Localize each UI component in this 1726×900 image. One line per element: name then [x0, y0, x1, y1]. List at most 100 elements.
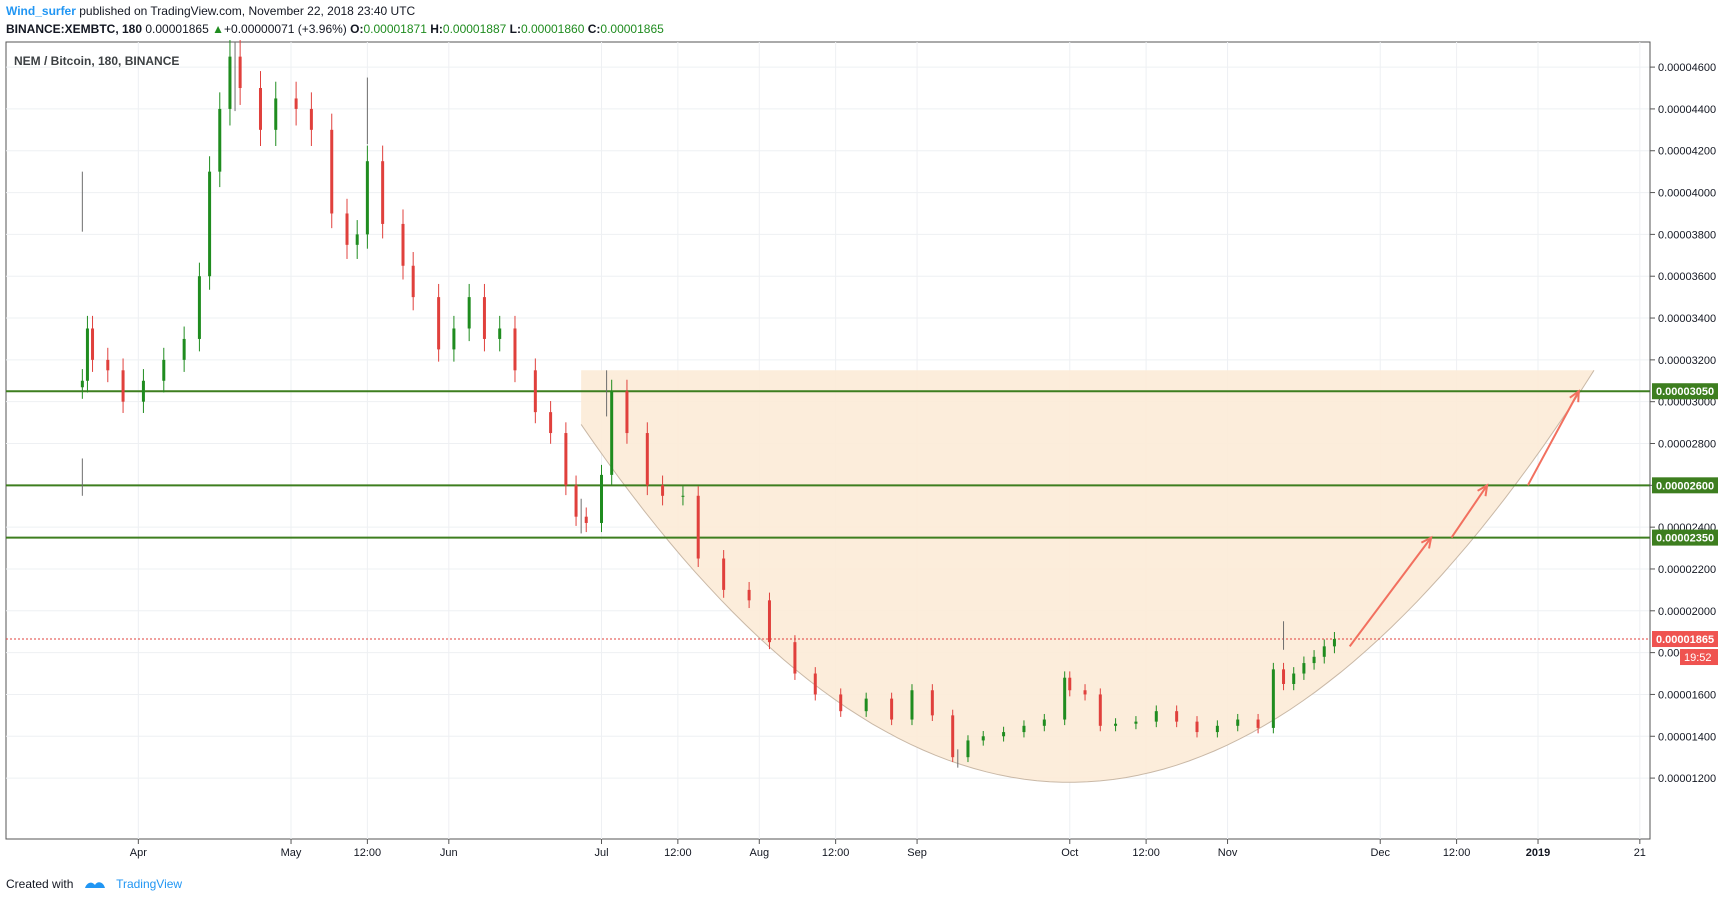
level-price-tag-label: 0.00002600 — [1656, 480, 1714, 492]
candle-body — [309, 108, 313, 130]
candle-body — [80, 380, 84, 388]
change-text: +0.00000071 (+3.96%) — [224, 22, 347, 36]
cup-fill — [581, 370, 1594, 783]
price-tick-label: 0.00004200 — [1658, 146, 1716, 158]
candle-body — [681, 495, 685, 497]
price-tick-label: 0.00004600 — [1658, 62, 1716, 74]
chart-title: NEM / Bitcoin, 180, BINANCE — [14, 54, 179, 68]
candle-body — [574, 485, 578, 517]
candle-body — [839, 694, 843, 712]
candle-body — [1322, 646, 1326, 657]
candle-body — [1271, 669, 1275, 728]
price-tick-label: 0.00003600 — [1658, 271, 1716, 283]
candle-body — [1292, 673, 1296, 684]
author-link[interactable]: Wind_surfer — [6, 4, 76, 18]
candle-body — [1195, 721, 1199, 733]
candle-body — [1256, 719, 1260, 728]
candle-body — [981, 736, 985, 741]
price-chart[interactable]: NEM / Bitcoin, 180, BINANCE 0.00001200 0.… — [0, 40, 1726, 870]
candle-body — [1042, 719, 1046, 726]
candle-body — [1022, 725, 1026, 733]
price-axis[interactable]: 0.000012000.000014000.000016000.00001800… — [1649, 42, 1716, 839]
time-tick-label: Aug — [749, 847, 769, 859]
candle-body — [1302, 663, 1306, 674]
cup-outline — [580, 370, 1595, 783]
tradingview-logo-icon — [84, 882, 105, 888]
close-value: 0.00001865 — [600, 22, 664, 36]
projection-arrow — [1526, 390, 1580, 486]
candle-body — [1098, 694, 1102, 726]
price-tick-label: 0.00002200 — [1658, 564, 1716, 576]
candle-body — [513, 328, 517, 371]
price-tick-label: 0.00003200 — [1658, 355, 1716, 367]
candle-body — [1236, 719, 1240, 726]
candle-body — [584, 516, 588, 523]
last-price-tag-label: 0.00001865 — [1656, 634, 1714, 646]
time-tick-label: Jun — [440, 847, 458, 859]
candle-body — [141, 380, 145, 402]
countdown-tag-label: 19:52 — [1684, 652, 1712, 664]
time-tick-label: Nov — [1218, 847, 1238, 859]
publish-line: Wind_surfer published on TradingView.com… — [6, 3, 415, 19]
high-value: 0.00001887 — [442, 22, 507, 36]
price-tick-label: 0.00003800 — [1658, 229, 1716, 241]
candle-body — [910, 690, 914, 720]
candle-body — [864, 698, 868, 712]
level-price-tag-label: 0.00002350 — [1656, 533, 1714, 545]
time-tick-label: 2019 — [1526, 847, 1550, 859]
price-tick-label: 0.00002000 — [1658, 606, 1716, 618]
candle-body — [345, 213, 349, 245]
price-tick-label: 0.00003400 — [1658, 313, 1716, 325]
price-tags: 0.00003050 0.00002600 0.00002350 0.00001865… — [1652, 383, 1718, 666]
time-tick-label: Jul — [594, 847, 608, 859]
open-value: 0.00001871 — [363, 22, 427, 36]
chart-header: Wind_surfer published on TradingView.com… — [6, 3, 1716, 39]
time-axis[interactable]: Apr May 12:00 Jun Jul 12:00 Aug 12:00 Sep Oct 12:0… — [130, 839, 1646, 859]
candles — [80, 40, 1336, 768]
level-price-tag-label: 0.00003050 — [1656, 386, 1714, 398]
candle-body — [355, 234, 359, 245]
projection-arrow — [1450, 484, 1488, 539]
time-tick-label: May — [281, 847, 302, 859]
candle-body — [258, 88, 262, 130]
candle-body — [930, 690, 934, 716]
countdown-tag — [1680, 649, 1718, 666]
support-resistance-levels — [6, 390, 1650, 640]
tradingview-link[interactable]: TradingView — [116, 877, 183, 891]
candle-body — [722, 558, 726, 590]
time-tick-label: 12:00 — [1443, 847, 1471, 859]
symbol-label: BINANCE:XEMBTC, 180 — [6, 22, 143, 36]
candle-body — [228, 56, 232, 109]
candle-body — [294, 98, 298, 109]
candle-body — [162, 359, 166, 381]
level-price-tag — [1652, 529, 1718, 546]
candle-body — [208, 171, 212, 277]
last-price-text: 0.00001865 — [145, 22, 209, 36]
candle-body — [600, 474, 604, 523]
candle-body — [106, 359, 110, 371]
candle-body — [1312, 656, 1316, 664]
arrow-head-icon — [1569, 389, 1580, 403]
projection-arrow — [1348, 537, 1432, 647]
candle-body — [1134, 721, 1138, 724]
candle-body — [625, 391, 629, 434]
candle-body — [182, 338, 186, 360]
time-tick-label: 12:00 — [1132, 847, 1160, 859]
price-tick-label: 0.00001200 — [1658, 773, 1716, 785]
footer: Created with TradingView — [6, 874, 182, 894]
candle-body — [533, 370, 537, 413]
candle-body — [1332, 639, 1336, 647]
candle-body — [91, 328, 95, 360]
level-price-tag — [1652, 383, 1718, 400]
candle-body — [696, 495, 700, 559]
candle-body — [1114, 723, 1118, 726]
candle-body — [330, 129, 334, 214]
low-value: 0.00001860 — [520, 22, 585, 36]
time-tick-label: 12:00 — [664, 847, 692, 859]
candle-body — [121, 370, 125, 402]
candle-body — [467, 297, 471, 329]
price-tick-label: 0.00004400 — [1658, 104, 1716, 116]
candle-body — [197, 276, 201, 339]
time-tick-label: 12:00 — [354, 847, 382, 859]
candle-body — [218, 108, 222, 172]
